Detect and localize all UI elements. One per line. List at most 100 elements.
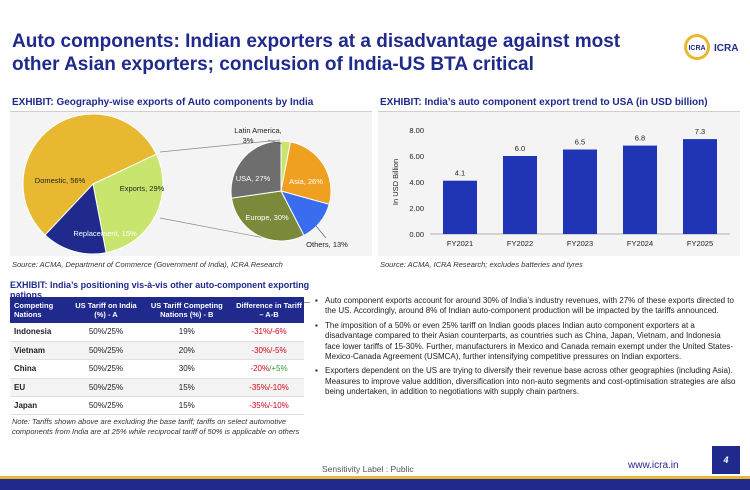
connector-line bbox=[159, 139, 281, 153]
cell-diff: -20%/+5% bbox=[233, 359, 304, 379]
y-tick-label: 0.00 bbox=[409, 230, 424, 239]
diff-b: /-10% bbox=[267, 382, 289, 392]
pie-slice-label: Others, 13% bbox=[306, 240, 348, 249]
diff-a: -31% bbox=[251, 327, 271, 337]
logo-inner bbox=[687, 37, 707, 57]
x-tick-label: FY2023 bbox=[567, 239, 593, 248]
header-nations: Competing Nations bbox=[10, 297, 73, 323]
exhibit-right-title: EXHIBIT: India’s auto component export t… bbox=[380, 97, 708, 108]
table-row: Indonesia 50%/25% 19% -31%/-6% bbox=[10, 323, 304, 342]
pie-slice-label: USA, 27% bbox=[236, 174, 271, 183]
pie-slice bbox=[92, 153, 164, 254]
cell-nation: China bbox=[10, 359, 73, 379]
diff-b: /-6% bbox=[270, 327, 287, 337]
cell-tariff-a: 50%/25% bbox=[72, 359, 140, 379]
sensitivity-label: Sensitivity Label : Public bbox=[322, 464, 414, 474]
pie-slice-label: Latin America, bbox=[234, 126, 282, 135]
cell-tariff-b: 15% bbox=[139, 378, 234, 398]
table-row: Vietnam 50%/25% 20% -30%/-5% bbox=[10, 341, 304, 361]
diff-a: -30% bbox=[251, 346, 271, 356]
y-axis-label: In USD Billion bbox=[391, 159, 400, 205]
exhibit-left-title: EXHIBIT: Geography-wise exports of Auto … bbox=[12, 97, 314, 108]
logo-mark: ICRA bbox=[688, 45, 705, 52]
y-tick-label: 2.00 bbox=[409, 204, 424, 213]
bar bbox=[443, 180, 477, 234]
diff-a: -35% bbox=[249, 382, 268, 392]
diff-a: -35% bbox=[249, 401, 268, 411]
bar-chart-panel: 0.00 2.00 4.00 6.00 8.00 In USD Billion 4.1 FY2… bbox=[378, 111, 740, 256]
cell-diff: -35%/-10% bbox=[233, 396, 304, 416]
cell-tariff-a: 50%/25% bbox=[72, 396, 140, 416]
cell-tariff-b: 15% bbox=[139, 396, 234, 416]
pie-slice bbox=[230, 140, 282, 199]
bar-value-label: 7.3 bbox=[695, 127, 705, 136]
diff-b: /-10% bbox=[267, 401, 289, 411]
header-tariff-india: US Tariff on India (%) - A bbox=[72, 297, 140, 323]
y-tick-label: 8.00 bbox=[409, 126, 424, 135]
pie-slice-label: Domestic, 56% bbox=[35, 176, 86, 185]
x-tick-label: FY2024 bbox=[627, 239, 653, 248]
label-leader bbox=[267, 139, 283, 145]
cell-diff: -30%/-5% bbox=[233, 341, 304, 361]
icra-logo: ICRA ICRA bbox=[684, 34, 738, 60]
y-tick-label: 4.00 bbox=[409, 178, 424, 187]
bullet-list: Auto component exports account for aroun… bbox=[315, 296, 737, 402]
table-row: China 50%/25% 30% -20%/+5% bbox=[10, 359, 304, 379]
bar-chart: 0.00 2.00 4.00 6.00 8.00 In USD Billion 4.1 FY2… bbox=[391, 126, 730, 248]
pie-slice bbox=[230, 190, 305, 242]
pie-slice-label: 3% bbox=[243, 136, 254, 145]
cell-nation: EU bbox=[10, 378, 73, 398]
cell-tariff-b: 30% bbox=[139, 359, 234, 379]
cell-nation: Indonesia bbox=[10, 323, 73, 342]
header-difference: Difference in Tariff – A-B bbox=[233, 297, 304, 323]
pie-chart-panel: Domestic, 56% Exports, 29% Replacement, 15… bbox=[10, 111, 372, 256]
bullet-item: Auto component exports account for aroun… bbox=[315, 296, 737, 317]
page-title: Auto components: Indian exporters at a d… bbox=[12, 31, 621, 75]
source-right: Source: ACMA, ICRA Research; excludes ba… bbox=[380, 260, 583, 269]
page-number: 4 bbox=[712, 446, 740, 474]
cell-nation: Vietnam bbox=[10, 341, 73, 361]
connector-line bbox=[159, 217, 276, 241]
bar bbox=[503, 156, 537, 234]
pie-slice bbox=[280, 141, 332, 205]
cell-tariff-a: 50%/25% bbox=[72, 341, 140, 361]
logo-text: ICRA bbox=[714, 43, 738, 54]
tariff-table: Competing Nations US Tariff on India (%)… bbox=[10, 297, 304, 416]
footer-bar-navy bbox=[0, 476, 750, 490]
cell-tariff-a: 50%/25% bbox=[72, 323, 140, 342]
pie-slice-label: Replacement, 15% bbox=[73, 229, 137, 238]
diff-a: -20% bbox=[250, 364, 270, 374]
y-tick-label: 6.00 bbox=[409, 152, 424, 161]
bar-value-label: 6.0 bbox=[515, 144, 525, 153]
bar bbox=[563, 149, 597, 234]
cell-diff: -35%/-10% bbox=[233, 378, 304, 398]
bar-value-label: 6.5 bbox=[575, 138, 585, 147]
bar-value-label: 6.8 bbox=[635, 134, 645, 143]
bullet-item: The imposition of a 50% or even 25% tari… bbox=[315, 321, 737, 363]
pie-slice-label: Asia, 26% bbox=[289, 177, 323, 186]
cell-diff: -31%/-6% bbox=[233, 323, 304, 342]
pie-charts: Domestic, 56% Exports, 29% Replacement, 15… bbox=[22, 113, 348, 255]
table-note: Note: Tariffs shown above are excluding … bbox=[12, 417, 300, 436]
cell-tariff-b: 20% bbox=[139, 341, 234, 361]
cell-nation: Japan bbox=[10, 396, 73, 416]
x-tick-label: FY2025 bbox=[687, 239, 713, 248]
table-row: Japan 50%/25% 15% -35%/-10% bbox=[10, 396, 304, 416]
diff-b: /+5% bbox=[269, 364, 288, 374]
website-link[interactable]: www.icra.in bbox=[628, 460, 679, 471]
pie-slice-label: Exports, 29% bbox=[120, 184, 165, 193]
x-tick-label: FY2022 bbox=[507, 239, 533, 248]
bullet-item: Exporters dependent on the US are trying… bbox=[315, 366, 737, 397]
footer-bar-gold bbox=[0, 476, 750, 479]
bar bbox=[623, 145, 657, 234]
pie-slice bbox=[22, 113, 158, 236]
pie-slice bbox=[44, 182, 107, 255]
header-tariff-competing: US Tariff Competing Nations (%) - B bbox=[139, 297, 234, 323]
cell-tariff-a: 50%/25% bbox=[72, 378, 140, 398]
diff-b: /-5% bbox=[270, 346, 287, 356]
bar-value-label: 4.1 bbox=[455, 169, 465, 178]
table-header-row: Competing Nations US Tariff on India (%)… bbox=[10, 297, 304, 323]
footer-bar bbox=[0, 476, 750, 490]
cell-tariff-b: 19% bbox=[139, 323, 234, 342]
source-left: Source: ACMA, Department of Commerce (Go… bbox=[12, 260, 283, 269]
